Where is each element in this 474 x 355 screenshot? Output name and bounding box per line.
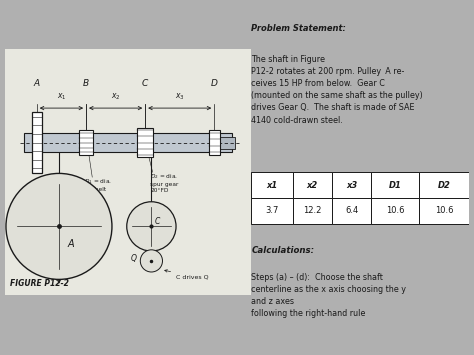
Text: Problem Statement:: Problem Statement: — [251, 24, 346, 33]
Text: $x_3$: $x_3$ — [175, 92, 184, 102]
Bar — [251, 173, 292, 198]
Text: Steps (a) – (d):  Choose the shaft
centerline as the x axis choosing the y
and z: Steps (a) – (d): Choose the shaft center… — [251, 273, 406, 318]
Text: A: A — [68, 239, 74, 248]
Text: 3.7: 3.7 — [265, 206, 279, 215]
Text: $D_2$ = dia.
spur gear
20°FD: $D_2$ = dia. spur gear 20°FD — [150, 172, 179, 193]
Bar — [292, 173, 332, 198]
Circle shape — [127, 202, 176, 251]
Text: A: A — [34, 80, 40, 88]
Text: $D_1$ = dia.
flat-belt
pulley: $D_1$ = dia. flat-belt pulley — [83, 177, 112, 198]
Bar — [25, 133, 231, 152]
Text: D1: D1 — [389, 181, 401, 190]
Text: D: D — [211, 80, 218, 88]
Text: Q: Q — [131, 254, 137, 263]
Text: $x_2$: $x_2$ — [111, 92, 120, 102]
Text: 10.6: 10.6 — [435, 206, 454, 215]
Bar — [419, 198, 469, 224]
Text: x1: x1 — [266, 181, 278, 190]
Text: 10.6: 10.6 — [386, 206, 404, 215]
Bar — [32, 112, 42, 173]
Text: B: B — [83, 80, 89, 88]
Text: $x_1$: $x_1$ — [56, 92, 66, 102]
Circle shape — [140, 250, 163, 272]
Text: C: C — [142, 80, 148, 88]
Bar — [79, 130, 93, 155]
Bar — [371, 198, 419, 224]
Bar — [332, 198, 371, 224]
Text: The shaft in Figure
P12-2 rotates at 200 rpm. Pulley  A re-
ceives 15 HP from be: The shaft in Figure P12-2 rotates at 200… — [251, 55, 423, 125]
Bar — [209, 130, 220, 155]
Text: FIGURE P12-2: FIGURE P12-2 — [9, 279, 69, 288]
Text: D2: D2 — [438, 181, 451, 190]
Bar — [371, 173, 419, 198]
Bar — [419, 173, 469, 198]
Text: x3: x3 — [346, 181, 357, 190]
Text: Calculations:: Calculations: — [251, 246, 314, 255]
Text: C drives Q: C drives Q — [165, 270, 209, 279]
Text: 12.2: 12.2 — [303, 206, 321, 215]
Bar — [220, 137, 235, 148]
Text: 6.4: 6.4 — [345, 206, 358, 215]
Text: C: C — [155, 217, 160, 226]
Text: x2: x2 — [307, 181, 318, 190]
Circle shape — [6, 173, 112, 279]
Bar — [292, 198, 332, 224]
Bar — [137, 128, 153, 157]
Bar — [332, 173, 371, 198]
Bar — [251, 198, 292, 224]
